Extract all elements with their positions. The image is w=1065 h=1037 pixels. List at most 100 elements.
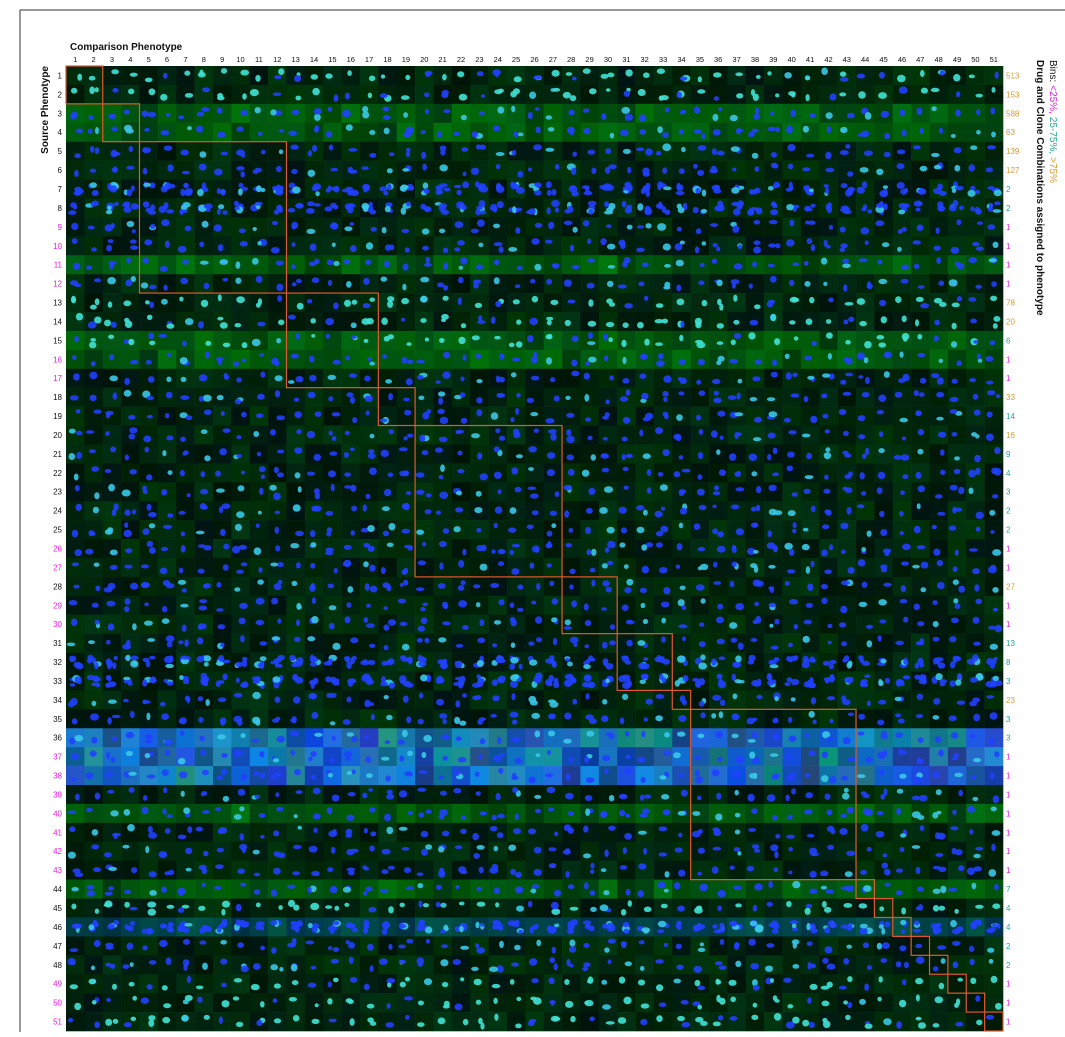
nucleus [204, 203, 213, 209]
image-tile [617, 709, 636, 728]
image-tile [709, 312, 728, 331]
nucleus [734, 263, 743, 269]
image-tile [783, 161, 802, 180]
image-tile [856, 388, 875, 407]
nucleus [792, 262, 799, 266]
image-tile [66, 85, 85, 104]
image-tile [856, 501, 875, 520]
nucleus [347, 392, 354, 397]
nucleus [403, 112, 408, 118]
nucleus [382, 227, 387, 233]
image-tile [966, 293, 985, 312]
nucleus [702, 300, 708, 306]
image-tile [433, 123, 452, 142]
nucleus [258, 298, 262, 305]
nucleus [381, 567, 386, 574]
image-tile [415, 690, 434, 709]
nucleus [366, 318, 374, 325]
nucleus [258, 663, 264, 668]
nucleus [290, 543, 299, 548]
nucleus [662, 143, 671, 151]
image-tile [158, 501, 177, 520]
nucleus [969, 488, 974, 495]
nucleus [89, 87, 95, 95]
nucleus [455, 221, 464, 228]
image-tile [819, 463, 838, 482]
nucleus [131, 203, 139, 210]
nucleus [477, 452, 482, 459]
image-tile [874, 671, 893, 690]
nucleus [626, 620, 632, 624]
image-tile [176, 104, 195, 123]
nucleus [878, 279, 887, 284]
nucleus [936, 673, 943, 680]
nucleus [424, 263, 432, 267]
nucleus [491, 412, 498, 420]
image-tile [397, 312, 416, 331]
image-tile [783, 293, 802, 312]
nucleus [349, 170, 358, 174]
nucleus [332, 643, 340, 650]
image-tile [268, 217, 287, 236]
nucleus [713, 189, 721, 194]
nucleus [841, 183, 848, 188]
nucleus [974, 410, 981, 416]
nucleus [350, 397, 355, 404]
nucleus [969, 701, 977, 706]
nucleus [753, 550, 759, 554]
image-tile [672, 728, 691, 747]
nucleus [933, 698, 940, 705]
image-tile [213, 558, 232, 577]
nucleus [294, 447, 302, 454]
nucleus [106, 245, 112, 252]
nucleus [255, 202, 263, 206]
nucleus [939, 359, 943, 363]
nucleus [108, 114, 116, 119]
nucleus [328, 773, 333, 778]
nucleus [678, 391, 684, 395]
nucleus [995, 625, 1003, 633]
image-tile [617, 274, 636, 293]
image-tile [231, 66, 250, 85]
image-tile [213, 255, 232, 274]
nucleus [663, 659, 670, 665]
image-tile [231, 558, 250, 577]
nucleus [784, 418, 791, 423]
nucleus [255, 75, 260, 82]
nucleus [398, 599, 406, 604]
nucleus [296, 562, 301, 568]
image-tile [911, 274, 930, 293]
nucleus [332, 795, 340, 802]
nucleus [457, 71, 464, 77]
nucleus [496, 376, 500, 383]
nucleus [769, 220, 778, 224]
nucleus [655, 427, 663, 434]
nucleus [330, 758, 335, 763]
nucleus [805, 76, 810, 81]
nucleus [88, 530, 94, 536]
nucleus [754, 565, 758, 572]
nucleus [418, 560, 426, 565]
nucleus [363, 205, 369, 212]
image-tile [66, 558, 85, 577]
image-tile [195, 426, 214, 445]
nucleus [511, 106, 515, 113]
image-tile [819, 369, 838, 388]
nucleus [272, 186, 278, 191]
nucleus [165, 750, 171, 756]
nucleus [167, 641, 173, 647]
nucleus [126, 732, 135, 738]
nucleus [711, 658, 717, 665]
nucleus [510, 617, 515, 622]
nucleus [107, 527, 113, 532]
image-tile [783, 482, 802, 501]
nucleus [567, 127, 575, 134]
nucleus [994, 190, 1002, 197]
nucleus [570, 637, 579, 644]
nucleus [902, 265, 909, 270]
nucleus [621, 107, 630, 114]
nucleus [196, 656, 204, 662]
image-tile [580, 577, 599, 596]
nucleus [311, 712, 318, 719]
nucleus [344, 751, 352, 757]
